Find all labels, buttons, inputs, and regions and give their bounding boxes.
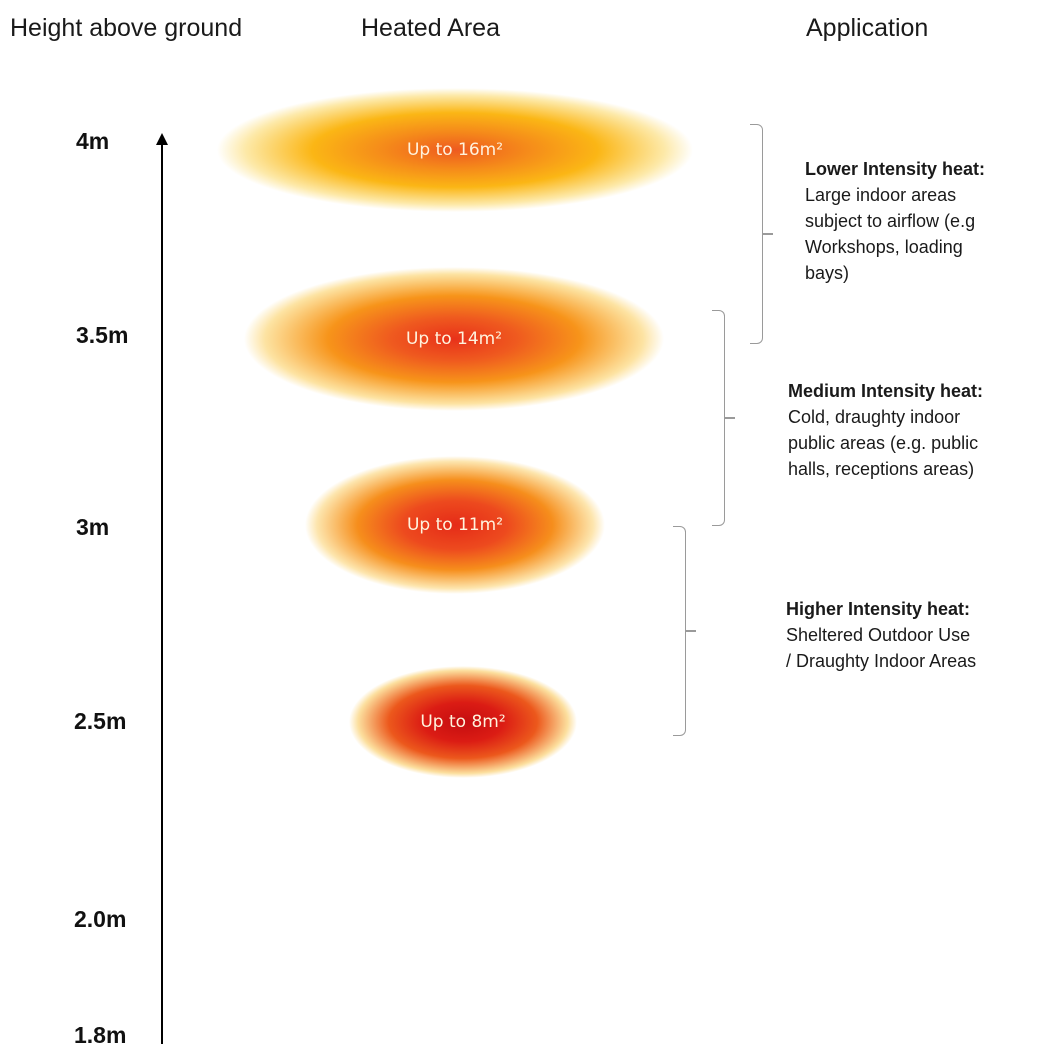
- application-description: Sheltered Outdoor Use / Draughty Indoor …: [786, 625, 977, 671]
- heat-zone-label: Up to 16m²: [406, 140, 504, 160]
- application-description: Cold, draughty indoor public areas (e.g.…: [788, 407, 979, 479]
- heat-zone-11m2: Up to 11m²: [305, 456, 605, 594]
- application-title: Higher Intensity heat:: [786, 599, 971, 619]
- up-arrow-icon: [156, 133, 168, 145]
- application-description: Large indoor areas subject to airflow (e…: [805, 185, 976, 283]
- bracket-tick: [763, 233, 773, 235]
- bracket-tick: [725, 417, 735, 419]
- heat-zone-16m2: Up to 16m²: [217, 88, 693, 212]
- bracket-lower-intensity: [750, 124, 763, 344]
- height-label-3m: 3m: [76, 514, 110, 540]
- heat-zone-label: Up to 14m²: [405, 329, 503, 349]
- heat-zone-label: Up to 8m²: [420, 712, 506, 732]
- height-axis-line: [161, 140, 163, 1044]
- heat-zone-8m2: Up to 8m²: [349, 666, 577, 778]
- heat-zone-14m2: Up to 14m²: [244, 267, 664, 411]
- application-medium-intensity: Medium Intensity heat: Cold, draughty in…: [788, 378, 983, 482]
- application-lower-intensity: Lower Intensity heat: Large indoor areas…: [805, 156, 985, 286]
- header-application: Application: [806, 14, 929, 42]
- application-higher-intensity: Higher Intensity heat: Sheltered Outdoor…: [786, 596, 976, 674]
- header-height: Height above ground: [10, 14, 243, 42]
- height-label-3-5m: 3.5m: [76, 322, 129, 348]
- header-heated-area: Heated Area: [361, 14, 500, 42]
- height-label-2-0m: 2.0m: [74, 906, 127, 932]
- height-label-4m: 4m: [76, 128, 110, 154]
- heat-zone-label: Up to 11m²: [406, 515, 504, 535]
- height-label-2-5m: 2.5m: [74, 708, 127, 734]
- application-title: Medium Intensity heat:: [788, 381, 984, 401]
- bracket-higher-intensity: [673, 526, 686, 736]
- bracket-medium-intensity: [712, 310, 725, 526]
- bracket-tick: [686, 630, 696, 632]
- height-label-1-8m: 1.8m: [74, 1022, 127, 1048]
- application-title: Lower Intensity heat:: [805, 159, 986, 179]
